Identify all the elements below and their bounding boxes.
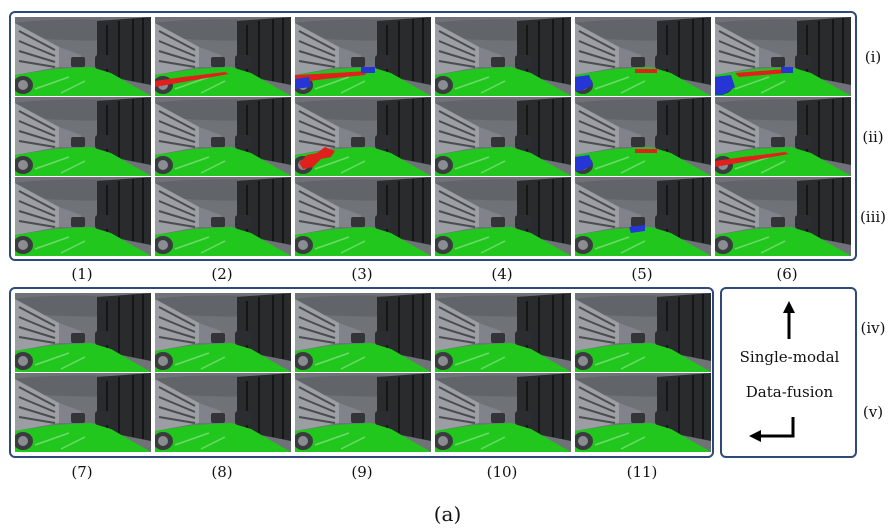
segmentation-thumbnail [435,97,571,176]
segmentation-thumbnail [435,373,571,452]
figure-caption: (a) [433,502,462,526]
segmentation-thumbnail [15,177,151,256]
data-fusion-label: Data-fusion [745,383,834,401]
segmentation-thumbnail [15,373,151,452]
row-label-iii: (iii) [859,208,887,226]
row-label-i: (i) [864,48,882,66]
row-label-ii: (ii) [862,128,884,146]
row-label-v: (v) [862,403,884,421]
column-label-10: (10) [486,463,518,481]
column-label-7: (7) [71,463,93,481]
segmentation-thumbnail [715,97,851,176]
legend-panel: Single-modal Data-fusion [720,287,857,458]
single-modal-label: Single-modal [739,348,840,366]
segmentation-thumbnail [155,293,291,372]
column-label-11: (11) [626,463,658,481]
segmentation-thumbnail [295,373,431,452]
segmentation-thumbnail [575,97,711,176]
row-label-iv: (iv) [860,319,886,337]
segmentation-thumbnail [575,293,711,372]
column-label-6: (6) [776,265,798,283]
column-label-1: (1) [71,265,93,283]
segmentation-thumbnail [295,177,431,256]
column-label-3: (3) [351,265,373,283]
segmentation-thumbnail [155,373,291,452]
segmentation-thumbnail [295,97,431,176]
segmentation-thumbnail [715,17,851,96]
segmentation-thumbnail [295,293,431,372]
column-label-5: (5) [631,265,653,283]
column-label-9: (9) [351,463,373,481]
column-label-8: (8) [211,463,233,481]
segmentation-thumbnail [435,293,571,372]
segmentation-thumbnail [155,177,291,256]
column-label-4: (4) [491,265,513,283]
segmentation-thumbnail [15,17,151,96]
single-modal-panel [9,11,857,261]
data-fusion-panel [9,287,714,458]
segmentation-thumbnail [155,17,291,96]
segmentation-thumbnail [155,97,291,176]
segmentation-thumbnail [295,17,431,96]
segmentation-thumbnail [715,177,851,256]
down-left-arrow-icon [749,417,795,442]
segmentation-thumbnail [15,293,151,372]
segmentation-thumbnail [575,177,711,256]
segmentation-thumbnail [435,17,571,96]
segmentation-thumbnail [575,17,711,96]
column-label-2: (2) [211,265,233,283]
up-arrow-icon [783,301,795,339]
segmentation-thumbnail [575,373,711,452]
segmentation-thumbnail [435,177,571,256]
segmentation-thumbnail [15,97,151,176]
